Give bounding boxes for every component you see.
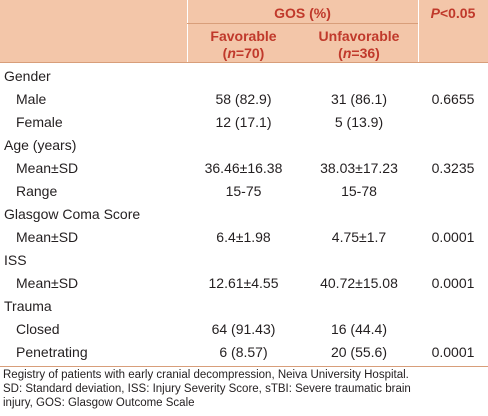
- p-value-cell: 0.3235: [431, 160, 475, 176]
- unfavorable-cell: 16 (44.4): [330, 321, 388, 337]
- p-value-header: P<0.05: [430, 5, 476, 21]
- header-rule: [0, 62, 488, 63]
- footnote-line: SD: Standard deviation, ISS: Injury Seve…: [3, 383, 411, 395]
- favorable-cell: 6 (8.57): [219, 344, 268, 360]
- row-label: Range: [16, 183, 58, 199]
- category-label: Trauma: [4, 298, 52, 314]
- favorable-cell: 64 (91.43): [211, 321, 276, 337]
- unfavorable-cell: 40.72±15.08: [320, 275, 398, 291]
- gos-header: GOS (%): [274, 5, 331, 21]
- p-value-cell: 0.0001: [431, 229, 475, 245]
- table-bottom-rule: [0, 366, 488, 367]
- unfavorable-header: Unfavorable: [318, 28, 400, 44]
- header-divider: [418, 0, 419, 62]
- footnote-line: injury, GOS: Glasgow Outcome Scale: [3, 397, 195, 409]
- unfavorable-cell: 15-78: [341, 183, 377, 199]
- favorable-cell: 58 (82.9): [215, 91, 272, 107]
- footnote-line: Registry of patients with early cranial …: [3, 369, 409, 381]
- row-label: Mean±SD: [16, 229, 79, 245]
- row-label: Penetrating: [16, 344, 88, 360]
- unfavorable-cell: 20 (55.6): [330, 344, 388, 360]
- row-label: Male: [16, 91, 47, 107]
- header-subrule: [187, 23, 418, 24]
- favorable-cell: 36.46±16.38: [204, 160, 283, 176]
- p-value-cell: 0.6655: [431, 91, 475, 107]
- unfavorable-cell: 38.03±17.23: [320, 160, 398, 176]
- row-label: Closed: [16, 321, 60, 337]
- unfavorable-n: (n=36): [338, 45, 380, 61]
- favorable-n: (n=70): [222, 45, 265, 61]
- row-label: Mean±SD: [16, 275, 79, 291]
- category-label: Glasgow Coma Score: [4, 206, 141, 222]
- p-value-cell: 0.0001: [431, 275, 475, 291]
- header-divider: [187, 0, 188, 62]
- category-label: ISS: [4, 252, 27, 268]
- favorable-cell: 12 (17.1): [215, 114, 272, 130]
- favorable-cell: 15-75: [225, 183, 262, 199]
- p-value-cell: 0.0001: [431, 344, 475, 360]
- category-label: Gender: [4, 68, 51, 84]
- favorable-cell: 6.4±1.98: [216, 229, 271, 245]
- row-label: Mean±SD: [16, 160, 79, 176]
- unfavorable-cell: 4.75±1.7: [331, 229, 387, 245]
- unfavorable-cell: 5 (13.9): [334, 114, 384, 130]
- row-label: Female: [16, 114, 63, 130]
- category-label: Age (years): [4, 137, 77, 153]
- favorable-cell: 12.61±4.55: [208, 275, 279, 291]
- table-header: [0, 0, 488, 62]
- unfavorable-cell: 31 (86.1): [330, 91, 388, 107]
- favorable-header: Favorable: [210, 28, 277, 44]
